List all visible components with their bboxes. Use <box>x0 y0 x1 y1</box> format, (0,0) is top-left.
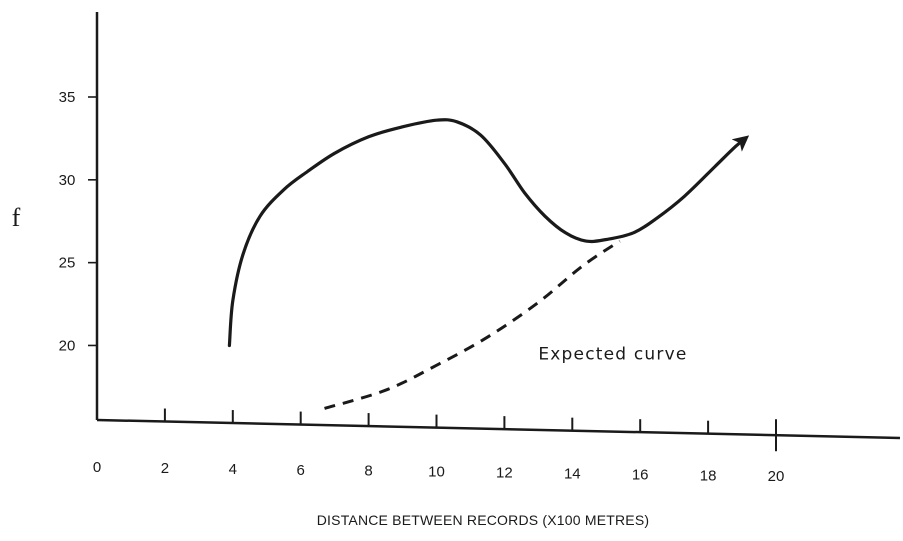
annotation-layer: Expected curve <box>538 345 687 365</box>
y-tick-label: 30 <box>59 172 76 189</box>
x-tick-label: 16 <box>632 466 649 483</box>
x-axis-line <box>96 418 901 440</box>
x-tick-label: 0 <box>93 459 101 476</box>
x-tick-label: 8 <box>364 463 372 480</box>
x-tick-label: 14 <box>564 465 581 482</box>
x-tick-label: 18 <box>700 467 717 484</box>
expected-curve-line <box>324 239 621 410</box>
x-axis-title: DISTANCE BETWEEN RECORDS (X100 METRES) <box>317 512 650 528</box>
expected-curve-label: Expected curve <box>538 345 687 365</box>
x-tick-label: 20 <box>768 468 785 485</box>
x-tick-label: 2 <box>161 460 169 477</box>
x-tick-labels: 0 2 4 6 8 10 12 14 16 18 20 <box>93 459 785 485</box>
x-tick-marks <box>163 408 777 452</box>
x-tick-label: 4 <box>229 461 237 478</box>
y-axis-title: f <box>12 203 21 232</box>
y-tick-label: 20 <box>59 337 76 354</box>
y-tick-label: 35 <box>59 89 76 106</box>
series-layer <box>227 118 750 410</box>
y-tick-label: 25 <box>59 255 76 272</box>
x-tick-label: 12 <box>496 465 513 482</box>
x-tick-label: 10 <box>428 464 445 481</box>
y-tick-labels: 20 25 30 35 <box>59 89 76 354</box>
x-tick-label: 6 <box>297 462 305 479</box>
observed-curve-line <box>227 118 750 348</box>
y-tick-marks <box>88 96 97 347</box>
